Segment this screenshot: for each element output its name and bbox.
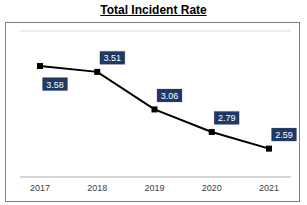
- svg-text:2018: 2018: [87, 183, 107, 193]
- svg-text:3.58: 3.58: [46, 80, 64, 90]
- svg-text:2017: 2017: [30, 183, 50, 193]
- svg-text:3.51: 3.51: [103, 53, 121, 63]
- svg-text:2.79: 2.79: [218, 113, 236, 123]
- svg-text:2021: 2021: [259, 183, 279, 193]
- svg-text:3.06: 3.06: [161, 91, 179, 101]
- svg-text:2020: 2020: [202, 183, 222, 193]
- svg-text:2.59: 2.59: [275, 130, 293, 140]
- svg-text:2019: 2019: [144, 183, 164, 193]
- html-text:Total Incident Rate: Total Incident Rate: [100, 3, 207, 17]
